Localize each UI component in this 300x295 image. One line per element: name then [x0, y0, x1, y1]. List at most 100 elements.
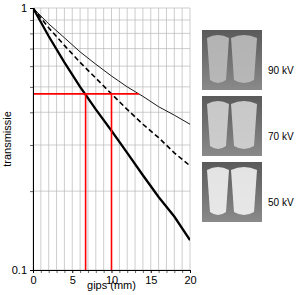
panel-label: 70 kV [268, 131, 294, 142]
tick [30, 191, 33, 192]
tick-mark [190, 270, 191, 273]
radiograph-background [202, 30, 262, 90]
tick-mark [127, 270, 128, 273]
y-axis-line [30, 9, 34, 271]
tick [57, 270, 58, 273]
x-grid-line [150, 8, 151, 270]
x-grid-line [40, 8, 41, 270]
tick-mark [182, 270, 183, 273]
tick [166, 270, 167, 273]
y-grid-line [33, 66, 190, 67]
tick-mark [166, 270, 167, 273]
tick-mark [49, 270, 50, 273]
tick-mark [174, 270, 175, 273]
tick [88, 270, 89, 273]
tick-label: 5 [70, 274, 76, 286]
tick-mark [30, 20, 33, 21]
tick [182, 270, 183, 273]
tick-mark [30, 66, 33, 67]
tick-label: 15 [145, 274, 157, 286]
tick: 0.1 [12, 264, 33, 276]
tick [30, 145, 33, 146]
radiograph-background [202, 96, 262, 156]
tick [174, 270, 175, 273]
tick [30, 66, 33, 67]
tick [30, 87, 33, 88]
tick [30, 49, 33, 50]
x-grid-line [158, 8, 159, 270]
tick [135, 270, 136, 273]
tick-label: 0 [30, 274, 36, 286]
tick-mark [112, 270, 113, 273]
tick-mark [30, 270, 33, 271]
tick-label: 20 [184, 274, 196, 286]
tick-mark [151, 270, 152, 273]
tick-mark [30, 8, 33, 9]
tick [96, 270, 97, 273]
radiograph-background [202, 162, 262, 222]
tick-mark [64, 270, 65, 273]
x-grid-line [95, 8, 96, 270]
panel-label: 90 kV [268, 65, 294, 76]
tick [30, 112, 33, 113]
tick-mark [41, 270, 42, 273]
tick-mark [57, 270, 58, 273]
reference-line [85, 94, 87, 270]
tooth-shape [207, 101, 229, 149]
x-grid-line [127, 8, 128, 270]
tick [30, 33, 33, 34]
tick-mark [30, 145, 33, 146]
tick-mark [88, 270, 89, 273]
y-axis: 0.11 [12, 2, 34, 276]
y-axis-title: transmissie [1, 111, 13, 167]
tick-mark [30, 191, 33, 192]
tick: 1 [21, 2, 33, 14]
tooth-shape [231, 101, 257, 149]
tick [41, 270, 42, 273]
tooth-shape [231, 35, 257, 83]
x-grid-line [48, 8, 49, 270]
tooth-shape [207, 167, 229, 215]
tooth-shape [207, 35, 229, 83]
tick-mark [80, 270, 81, 273]
x-grid-line [174, 8, 175, 270]
tick [49, 270, 50, 273]
tick [159, 270, 160, 273]
radiograph [202, 30, 262, 90]
tick-mark [72, 270, 73, 273]
y-grid-line [33, 8, 190, 9]
tick [104, 270, 105, 273]
tick-mark [30, 87, 33, 88]
x-axis-title: gips (mm) [87, 279, 136, 291]
tick [127, 270, 128, 273]
x-grid-line [142, 8, 143, 270]
tooth-shape [231, 167, 257, 215]
y-grid-line [33, 86, 190, 87]
tick-mark [30, 49, 33, 50]
x-grid-line [72, 8, 73, 270]
grid [33, 8, 190, 270]
radiograph [202, 162, 262, 222]
tick-label: 0.1 [12, 264, 27, 276]
tick: 20 [184, 270, 196, 286]
y-grid-line [33, 33, 190, 34]
tick: 15 [145, 270, 157, 286]
tick [64, 270, 65, 273]
radiograph [202, 96, 262, 156]
tick-mark [96, 270, 97, 273]
tick-mark [135, 270, 136, 273]
tick-label: 1 [21, 2, 27, 14]
x-grid-line [135, 8, 136, 270]
tick: 0 [30, 270, 36, 286]
x-grid-line [111, 8, 112, 270]
panel-label: 50 kV [268, 197, 294, 208]
tick-mark [30, 112, 33, 113]
tick-mark [30, 33, 33, 34]
tick [119, 270, 120, 273]
x-grid-line [80, 8, 81, 270]
tick [30, 20, 33, 21]
tick-mark [119, 270, 120, 273]
x-grid-line [166, 8, 167, 270]
tick-mark [104, 270, 105, 273]
x-grid-line [119, 8, 120, 270]
